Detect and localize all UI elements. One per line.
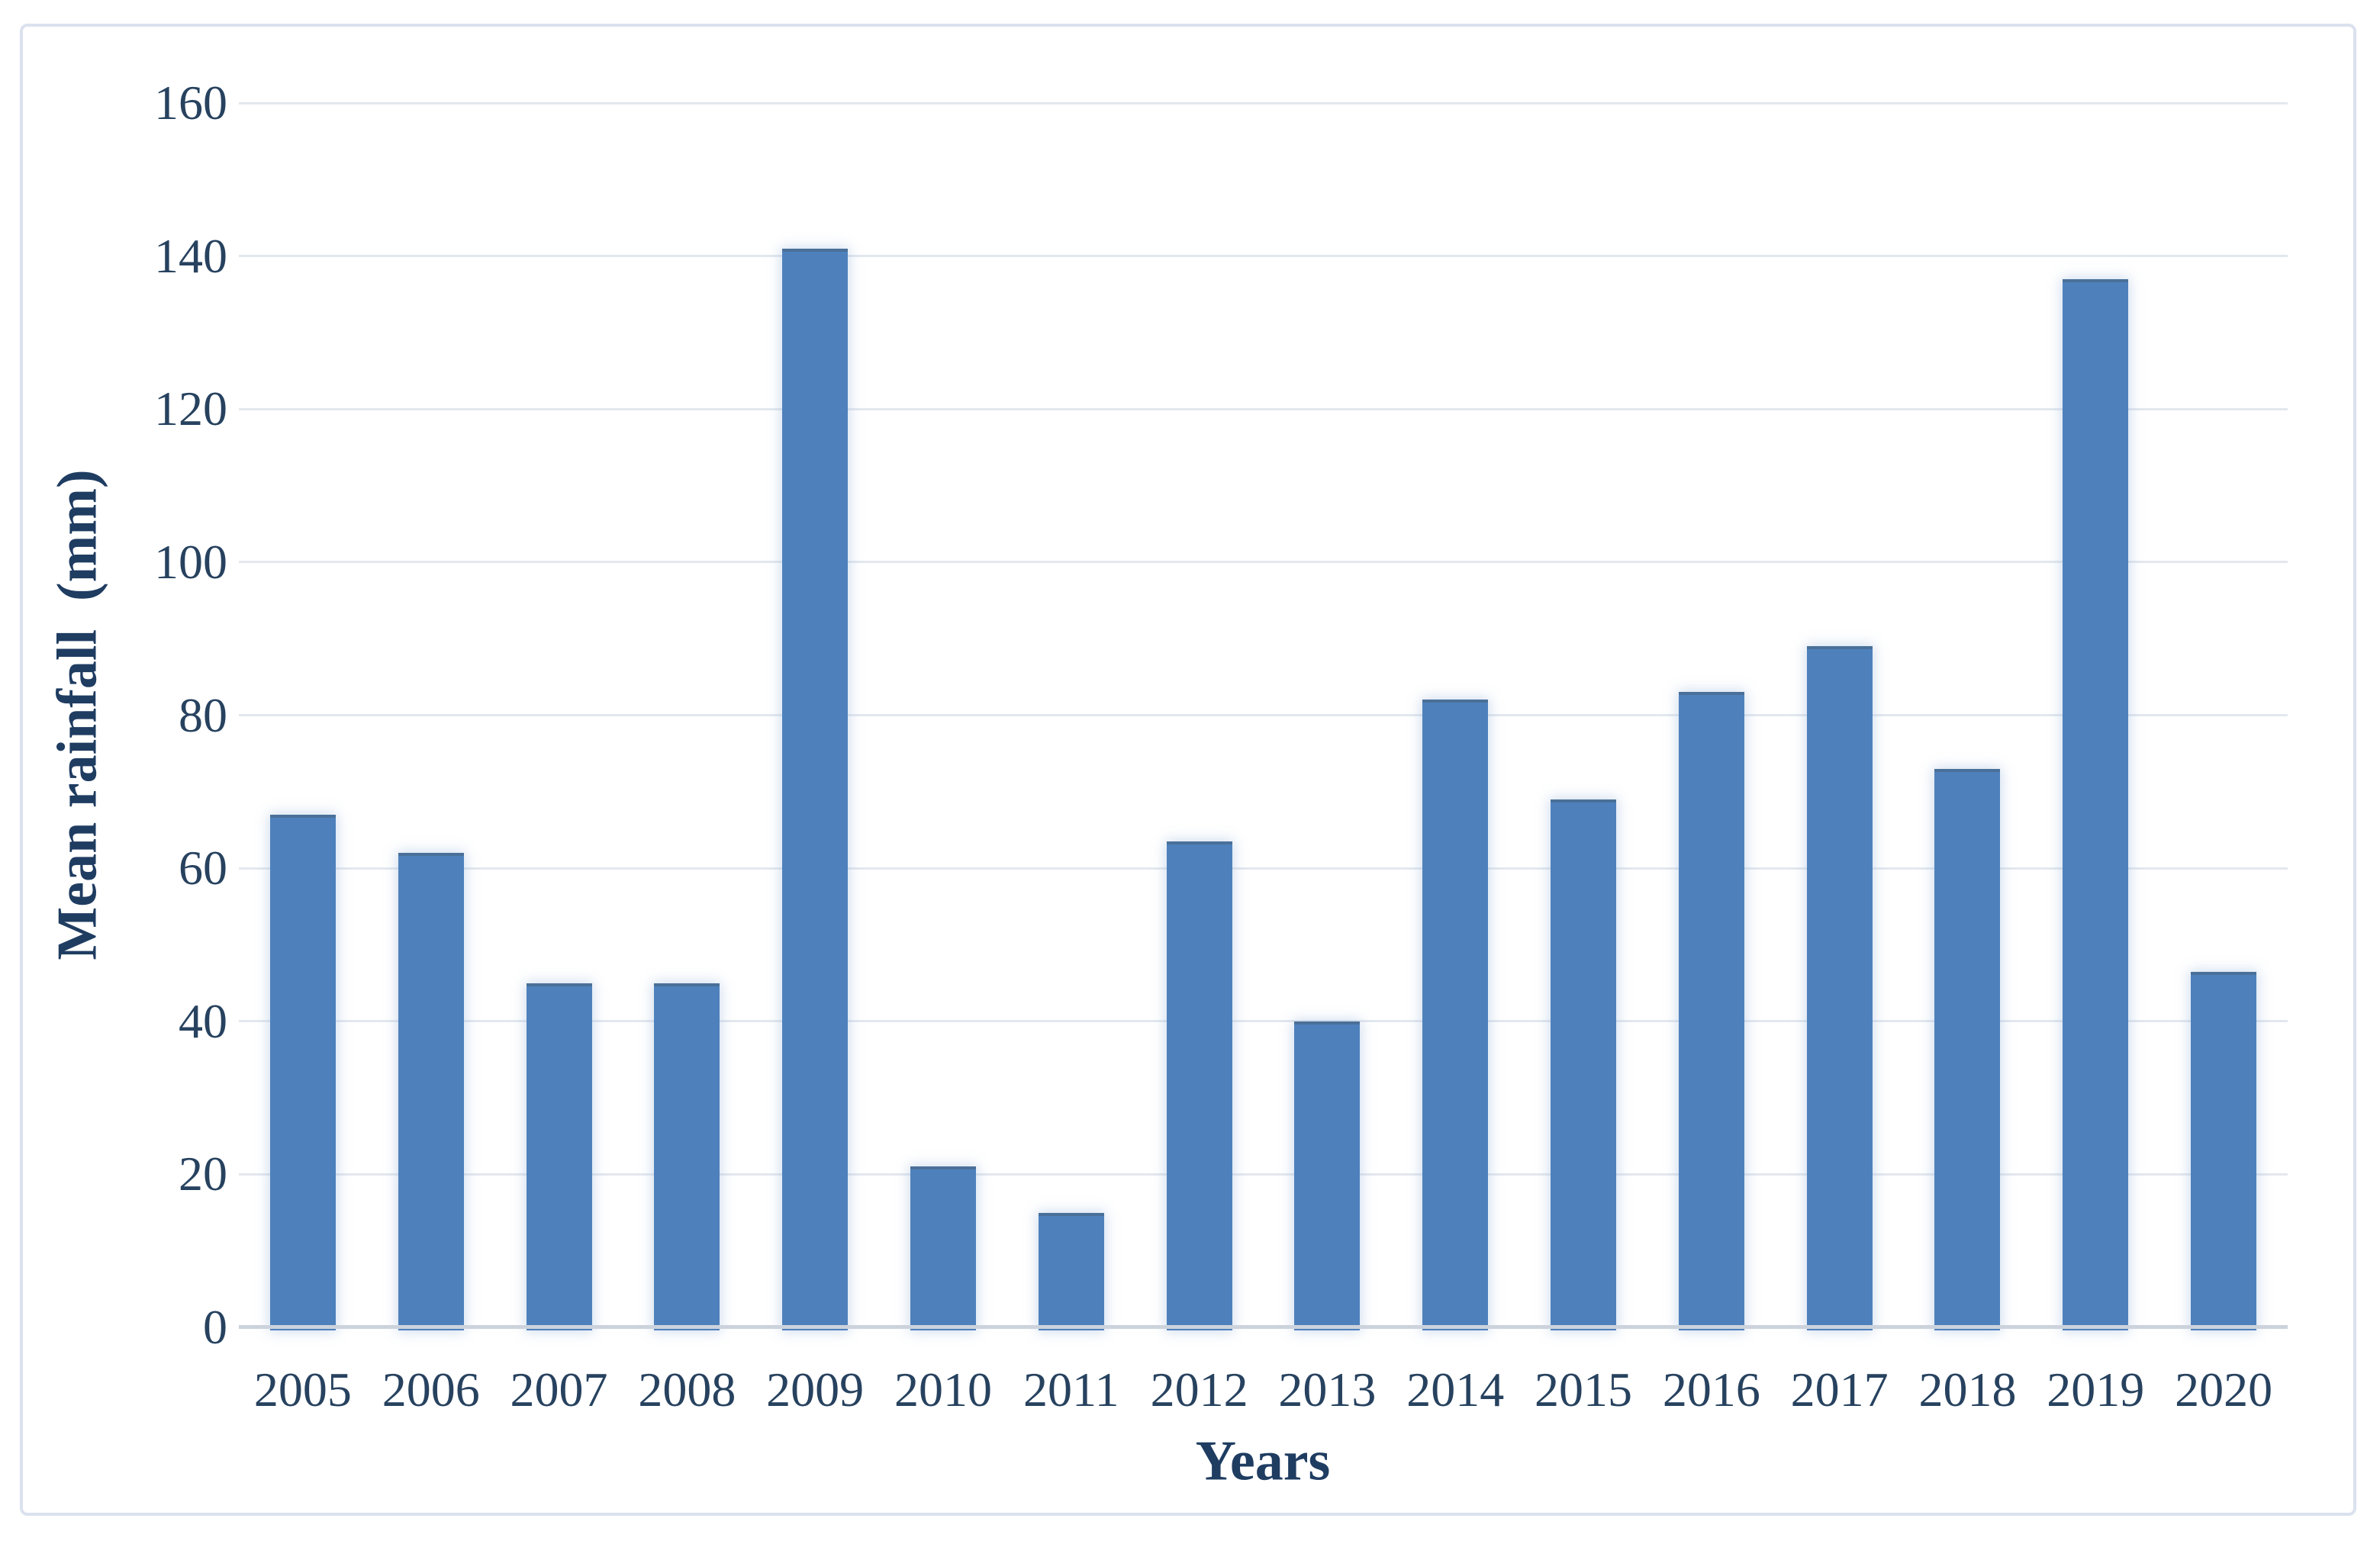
x-axis-line: [239, 1325, 2288, 1329]
y-tick-20: 20: [179, 1147, 227, 1201]
bar-2008: [654, 983, 720, 1330]
bar-2006: [398, 853, 464, 1330]
gridline-160: [239, 101, 2288, 105]
chart-frame: Mean rainfall (mm) 0 20 40 60 80 100 120 140 160…: [20, 24, 2356, 1516]
x-tick-2015: 2015: [1535, 1362, 1633, 1417]
x-tick-2019: 2019: [2047, 1362, 2145, 1417]
bar-2020: [2191, 972, 2256, 1330]
x-tick-2014: 2014: [1406, 1362, 1505, 1417]
x-tick-2008: 2008: [638, 1362, 736, 1417]
x-tick-2012: 2012: [1150, 1362, 1248, 1417]
bar-2012: [1167, 841, 1232, 1330]
x-tick-2005: 2005: [253, 1362, 352, 1417]
x-tick-2011: 2011: [1023, 1362, 1119, 1417]
x-tick-2016: 2016: [1662, 1362, 1760, 1417]
x-tick-2009: 2009: [766, 1362, 865, 1417]
x-tick-2010: 2010: [894, 1362, 992, 1417]
y-tick-80: 80: [179, 687, 227, 742]
gridline-100: [239, 561, 2288, 564]
gridline-20: [239, 1172, 2288, 1176]
bar-2010: [910, 1166, 976, 1330]
y-tick-160: 160: [154, 76, 227, 130]
gridline-120: [239, 407, 2288, 410]
bar-2018: [1934, 769, 2000, 1330]
bar-2014: [1422, 700, 1488, 1330]
x-tick-2007: 2007: [510, 1362, 608, 1417]
y-tick-100: 100: [154, 534, 227, 589]
y-tick-60: 60: [179, 841, 227, 896]
x-tick-2018: 2018: [1918, 1362, 2017, 1417]
bar-2019: [2063, 279, 2128, 1330]
bar-2016: [1679, 692, 1744, 1330]
bar-2007: [527, 983, 592, 1330]
y-tick-40: 40: [179, 993, 227, 1048]
bar-2005: [270, 815, 336, 1330]
x-tick-2006: 2006: [382, 1362, 480, 1417]
x-tick-2017: 2017: [1790, 1362, 1889, 1417]
bar-2017: [1807, 646, 1873, 1330]
gridline-140: [239, 255, 2288, 258]
x-axis-title: Years: [1195, 1430, 1331, 1493]
bar-2011: [1039, 1213, 1104, 1330]
x-tick-2013: 2013: [1278, 1362, 1377, 1417]
x-tick-2020: 2020: [2175, 1362, 2273, 1417]
bar-2013: [1294, 1021, 1360, 1330]
y-tick-120: 120: [154, 381, 227, 436]
bar-2009: [782, 249, 848, 1330]
gridline-80: [239, 714, 2288, 716]
bar-2015: [1551, 799, 1616, 1330]
plot-area: [239, 101, 2288, 1330]
y-tick-0: 0: [203, 1300, 227, 1354]
gridline-40: [239, 1020, 2288, 1023]
gridline-60: [239, 867, 2288, 870]
y-tick-140: 140: [154, 228, 227, 283]
